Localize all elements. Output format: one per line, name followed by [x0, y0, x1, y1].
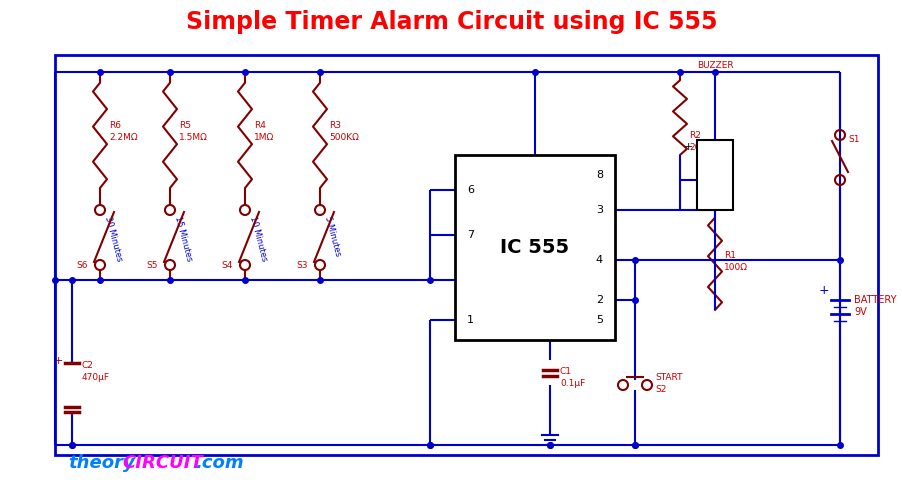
Text: 5 Minutes: 5 Minutes	[323, 215, 342, 257]
Text: 100Ω: 100Ω	[723, 262, 747, 271]
Text: 4: 4	[595, 255, 603, 265]
Text: BUZZER: BUZZER	[696, 61, 732, 70]
Text: R1: R1	[723, 250, 735, 259]
Text: 2.2MΩ: 2.2MΩ	[109, 133, 137, 142]
Text: C2: C2	[82, 360, 94, 369]
Text: Simple Timer Alarm Circuit using IC 555: Simple Timer Alarm Circuit using IC 555	[186, 10, 716, 34]
Text: +: +	[683, 142, 692, 152]
Text: S5: S5	[146, 261, 158, 270]
Text: 470μF: 470μF	[82, 373, 110, 382]
Text: 1.5MΩ: 1.5MΩ	[179, 133, 207, 142]
Text: S6: S6	[77, 261, 87, 270]
Text: 5: 5	[595, 315, 603, 325]
Text: 6: 6	[466, 185, 474, 195]
Text: +: +	[818, 284, 828, 297]
Text: 9V: 9V	[853, 307, 866, 317]
Text: 1MΩ: 1MΩ	[253, 133, 274, 142]
Text: R3: R3	[328, 120, 341, 130]
Bar	[55, 55, 877, 455]
Text: CIRCUIT: CIRCUIT	[122, 454, 203, 472]
Text: 2: 2	[595, 295, 603, 305]
Text: theory: theory	[68, 454, 134, 472]
Text: 8: 8	[595, 170, 603, 180]
Text: R4: R4	[253, 120, 265, 130]
Text: 3: 3	[595, 205, 603, 215]
Text: S4: S4	[221, 261, 233, 270]
Text: S1: S1	[847, 136, 859, 145]
Text: S3: S3	[296, 261, 308, 270]
Text: 7: 7	[466, 230, 474, 240]
Text: 1: 1	[466, 315, 474, 325]
Text: S2: S2	[654, 386, 666, 395]
Text: C1: C1	[559, 367, 571, 377]
Bar	[455, 155, 614, 340]
Text: +: +	[54, 356, 63, 366]
Text: 30 Minutes: 30 Minutes	[103, 215, 124, 262]
Text: R6: R6	[109, 120, 121, 130]
Text: R5: R5	[179, 120, 191, 130]
Text: R2: R2	[688, 131, 700, 140]
Text: 20KΩ: 20KΩ	[688, 144, 713, 152]
Text: 500KΩ: 500KΩ	[328, 133, 358, 142]
Text: 10 Minutes: 10 Minutes	[248, 215, 269, 262]
Text: IC 555: IC 555	[500, 238, 569, 257]
Text: 15 Minutes: 15 Minutes	[173, 215, 194, 262]
Text: 0.1μF: 0.1μF	[559, 380, 584, 389]
Text: START: START	[654, 374, 682, 383]
Text: .com: .com	[195, 454, 244, 472]
Bar	[696, 140, 732, 210]
Text: BATTERY: BATTERY	[853, 295, 896, 305]
